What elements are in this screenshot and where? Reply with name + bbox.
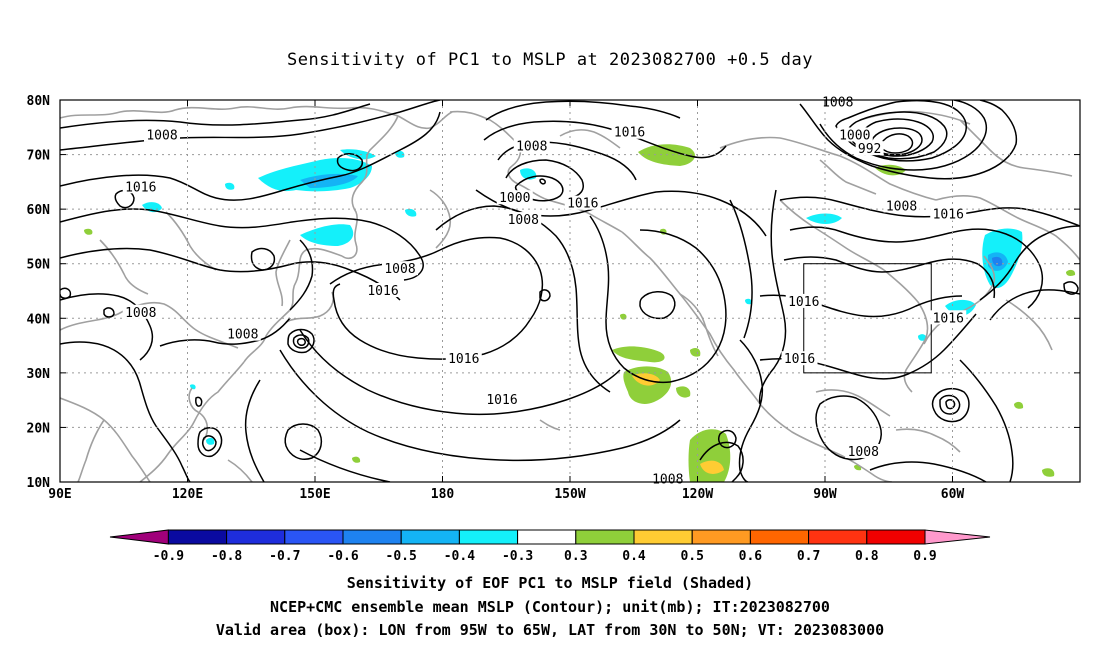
contour-label: 1000 <box>839 128 870 143</box>
colorbar-segment <box>575 529 635 545</box>
contour-label: 1016 <box>486 393 517 408</box>
contour-label: 1008 <box>652 472 683 487</box>
contour-label-bg <box>930 310 967 325</box>
lon-label: 90W <box>813 487 837 502</box>
contour-label-bg <box>930 206 967 221</box>
contour-label: 1008 <box>848 445 879 460</box>
contour-label: 1008 <box>886 199 917 214</box>
colorbar-segment <box>808 529 868 545</box>
contour-label: 1008 <box>146 128 177 143</box>
lat-label: 60N <box>27 203 51 218</box>
colorbar-segment <box>342 529 402 545</box>
colorbar-segment <box>226 529 286 545</box>
contour-label-bg <box>564 195 601 210</box>
colorbar-segment <box>633 529 693 545</box>
colorbar-label: 0.6 <box>739 549 763 564</box>
contour-label: 1016 <box>448 352 479 367</box>
lat-label: 50N <box>27 258 51 273</box>
contour-label: 1016 <box>784 352 815 367</box>
contour-label: 1008 <box>227 328 258 343</box>
contour-label: 1016 <box>788 295 819 310</box>
contour-label-bg <box>513 138 550 153</box>
colorbar-label: -0.4 <box>444 549 475 564</box>
colorbar-label: -0.5 <box>386 549 417 564</box>
colorbar-label: -0.7 <box>269 549 300 564</box>
contour-label: 992 <box>858 142 881 157</box>
contour-label-bg <box>122 304 159 319</box>
lon-label: 120W <box>682 487 713 502</box>
contour-label-bg <box>445 351 482 366</box>
colorbar-label: -0.9 <box>153 549 184 564</box>
lon-label: 120E <box>172 487 203 502</box>
colorbar-min-arrow <box>109 529 169 545</box>
contour-label-bg <box>883 198 920 213</box>
caption-shading: Sensitivity of EOF PC1 to MSLP field (Sh… <box>346 574 754 592</box>
contour-label-bg <box>496 190 533 205</box>
colorbar-segment <box>167 529 228 545</box>
contour-label-bg <box>855 141 884 156</box>
lon-label: 150E <box>299 487 330 502</box>
map-title: Sensitivity of PC1 to MSLP at 2023082700… <box>286 50 813 70</box>
colorbar-segment <box>517 529 577 545</box>
colorbar-label: 0.8 <box>855 549 879 564</box>
colorbar-label: 0.4 <box>622 549 646 564</box>
contour-label: 1008 <box>822 96 853 111</box>
contour-label: 1016 <box>614 126 645 141</box>
colorbar-segment <box>691 529 751 545</box>
contour-label-bg <box>836 127 873 142</box>
contour-label: 1016 <box>933 208 964 223</box>
contour-label: 1016 <box>567 197 598 212</box>
lon-label: 90E <box>48 487 71 502</box>
contour-label-bg <box>224 326 261 341</box>
colorbar-label: -0.6 <box>327 549 358 564</box>
colorbar-label: -0.8 <box>211 549 242 564</box>
contour-label: 1008 <box>125 306 156 321</box>
contour-label: 1008 <box>516 139 547 154</box>
caption-contour: NCEP+CMC ensemble mean MSLP (Contour); u… <box>270 598 830 616</box>
colorbar-label: 0.5 <box>680 549 703 564</box>
colorbar-label: 0.9 <box>913 549 936 564</box>
colorbar-segment <box>458 529 519 545</box>
contour-label-bg <box>845 443 882 458</box>
contour-label: 1008 <box>384 262 415 277</box>
lon-label: 180 <box>431 487 455 502</box>
contour-label-bg <box>144 127 180 142</box>
lat-label: 10N <box>27 476 51 491</box>
contour-label-bg <box>781 351 818 366</box>
contour-label: 1016 <box>125 180 156 195</box>
contour-label-bg <box>484 392 520 407</box>
contour-label: 1000 <box>499 191 530 206</box>
colorbar: -0.9 -0.8 -0.7 -0.6 -0.5 -0.4 -0.3 0.3 0.4 0.5 0.6… <box>109 529 991 564</box>
colorbar-label: 0.3 <box>564 549 587 564</box>
colorbar-label: 0.7 <box>797 549 820 564</box>
lat-label: 30N <box>27 367 51 382</box>
contour-label: 1016 <box>367 284 398 299</box>
lon-label: 60W <box>941 487 965 502</box>
colorbar-segment <box>749 529 810 545</box>
colorbar-max-arrow <box>924 529 991 545</box>
lat-label: 80N <box>27 94 51 109</box>
contour-label-bg <box>505 212 542 227</box>
lat-label: 20N <box>27 421 51 436</box>
contour-label-bg <box>819 94 856 109</box>
colorbar-label: -0.3 <box>502 549 533 564</box>
contour-labels: 1008 1016 1008 1008 1008 1016 1008 1016 1000 1008… <box>122 94 967 487</box>
contour-label-bg <box>611 124 648 139</box>
contour-label-bg <box>382 261 418 276</box>
contour-label: 1008 <box>508 213 539 228</box>
contour-label: 1016 <box>933 311 964 326</box>
contour-label-bg <box>122 179 159 194</box>
lon-label: 150W <box>554 487 585 502</box>
colorbar-segment <box>866 529 926 545</box>
caption-valid-area: Valid area (box): LON from 95W to 65W, L… <box>215 621 885 639</box>
lat-label: 40N <box>27 312 51 327</box>
colorbar-segment <box>284 529 344 545</box>
contour-label-bg <box>785 293 822 308</box>
colorbar-segment <box>400 529 460 545</box>
contour-label-bg <box>365 283 401 297</box>
lat-label: 70N <box>27 149 51 164</box>
